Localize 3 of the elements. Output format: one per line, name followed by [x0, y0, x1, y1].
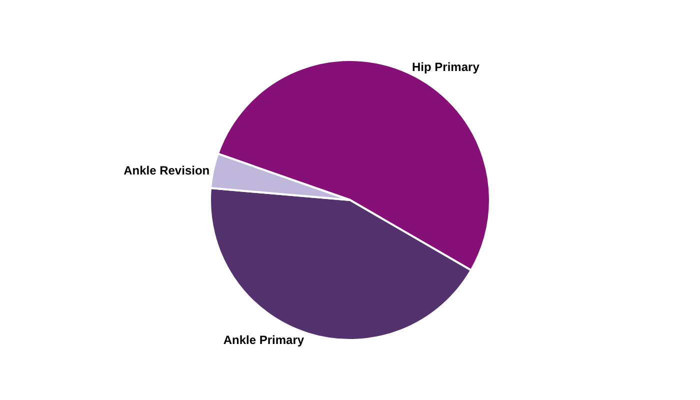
- slice-label: Ankle Revision: [124, 163, 210, 178]
- slice-label: Hip Primary: [412, 60, 480, 74]
- slice-label: Ankle Primary: [223, 332, 304, 347]
